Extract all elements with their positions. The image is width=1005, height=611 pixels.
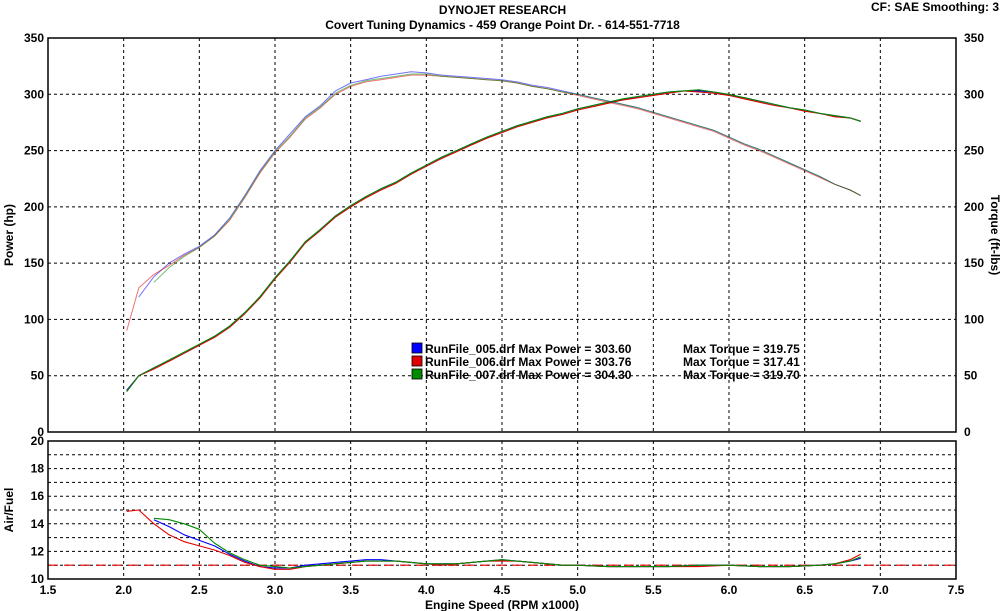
y-tick-label-power: 0 bbox=[37, 425, 44, 439]
legend-entry-text: RunFile_005.drf Max Power = 303.60 bbox=[425, 342, 632, 356]
airfuel-plot-border bbox=[47, 440, 957, 580]
y-tick-label-power: 300 bbox=[24, 87, 44, 101]
legend: RunFile_005.drf Max Power = 303.60 Max To… bbox=[411, 342, 800, 382]
legend-entry-torque: Max Torque = 317.41 bbox=[683, 355, 800, 369]
power-line-RunFile_006.drf bbox=[126, 90, 861, 392]
y-tick-label-torque: 100 bbox=[964, 312, 984, 326]
power-torque-lines bbox=[126, 71, 861, 392]
y-tick-label-airfuel: 16 bbox=[31, 489, 45, 503]
y-tick-label-airfuel: 12 bbox=[31, 544, 45, 558]
legend-swatch bbox=[411, 342, 423, 354]
x-tick-label: 2.0 bbox=[115, 583, 132, 597]
y-tick-label-airfuel: 18 bbox=[31, 462, 45, 476]
x-tick-label: 6.5 bbox=[796, 583, 813, 597]
y-tick-label-airfuel: 20 bbox=[31, 434, 45, 448]
torque-line-RunFile_006.drf bbox=[126, 74, 861, 331]
legend-swatch bbox=[411, 368, 423, 380]
y-tick-label-power: 250 bbox=[24, 144, 44, 158]
y-tick-label-power: 350 bbox=[24, 31, 44, 45]
legend-swatch bbox=[411, 355, 423, 367]
y-axis-label-power: Power (hp) bbox=[2, 204, 16, 266]
correction-factor-info: CF: SAE Smoothing: 3 bbox=[871, 0, 999, 14]
power-plot-grid bbox=[48, 38, 956, 432]
x-tick-label: 5.5 bbox=[645, 583, 662, 597]
x-tick-label: 7.0 bbox=[872, 583, 889, 597]
y-tick-label-torque: 0 bbox=[964, 425, 971, 439]
power-plot-frame bbox=[47, 37, 957, 433]
airfuel-lines bbox=[126, 509, 861, 570]
y-tick-label-power: 150 bbox=[24, 256, 44, 270]
x-tick-label: 4.5 bbox=[494, 583, 511, 597]
x-tick-label: 6.0 bbox=[721, 583, 738, 597]
y-axis-label-airfuel: Air/Fuel bbox=[2, 488, 16, 533]
y-tick-label-torque: 250 bbox=[964, 144, 984, 158]
airfuel-line-RunFile_006.drf bbox=[126, 509, 861, 570]
legend-entry-torque: Max Torque = 319.70 bbox=[683, 368, 800, 382]
legend-entry-text: RunFile_007.drf Max Power = 304.30 bbox=[425, 368, 632, 382]
x-tick-label: 4.0 bbox=[418, 583, 435, 597]
power-line-RunFile_007.drf bbox=[126, 89, 861, 392]
y-tick-label-airfuel: 10 bbox=[31, 572, 45, 586]
y-tick-label-power: 50 bbox=[31, 369, 45, 383]
y-tick-label-torque: 300 bbox=[964, 87, 984, 101]
y-tick-label-torque: 200 bbox=[964, 200, 984, 214]
y-tick-label-torque: 50 bbox=[964, 369, 978, 383]
chart-subtitle: Covert Tuning Dynamics - 459 Orange Poin… bbox=[325, 18, 680, 32]
x-tick-label: 5.0 bbox=[569, 583, 586, 597]
y-axis-label-torque: Torque (ft-lbs) bbox=[988, 195, 1002, 275]
legend-entry-text: RunFile_006.drf Max Power = 303.76 bbox=[425, 355, 632, 369]
y-tick-label-torque: 150 bbox=[964, 256, 984, 270]
y-tick-label-power: 200 bbox=[24, 200, 44, 214]
airfuel-line-RunFile_007.drf bbox=[153, 517, 861, 569]
x-tick-label: 1.5 bbox=[40, 583, 57, 597]
x-tick-label: 7.5 bbox=[948, 583, 965, 597]
tick-labels: 0 0 50 50 100 100 150 150 200 200 250 250 300 300 350 3… bbox=[24, 31, 984, 597]
chart-title: DYNOJET RESEARCH bbox=[438, 3, 567, 17]
x-tick-label: 3.5 bbox=[342, 583, 359, 597]
legend-entry-torque: Max Torque = 319.75 bbox=[683, 342, 800, 356]
y-tick-label-power: 100 bbox=[24, 312, 44, 326]
x-tick-label: 3.0 bbox=[267, 583, 284, 597]
power-plot-border bbox=[47, 37, 957, 433]
airfuel-plot-frame bbox=[47, 440, 957, 580]
x-axis-label: Engine Speed (RPM x1000) bbox=[425, 598, 579, 611]
y-tick-label-torque: 350 bbox=[964, 31, 984, 45]
torque-line-RunFile_007.drf bbox=[153, 73, 861, 283]
airfuel-plot-grid bbox=[48, 441, 956, 579]
x-tick-label: 2.5 bbox=[191, 583, 208, 597]
y-tick-label-airfuel: 14 bbox=[31, 517, 45, 531]
